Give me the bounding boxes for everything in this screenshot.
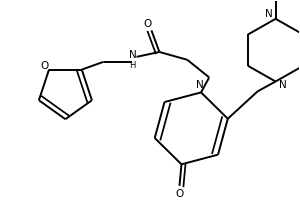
Text: O: O [40,61,48,71]
Text: N: N [196,80,204,90]
Text: H: H [129,61,136,70]
Text: N: N [265,9,272,19]
Text: N: N [279,80,286,90]
Text: N: N [129,50,136,60]
Text: O: O [143,19,152,29]
Text: O: O [176,189,184,199]
